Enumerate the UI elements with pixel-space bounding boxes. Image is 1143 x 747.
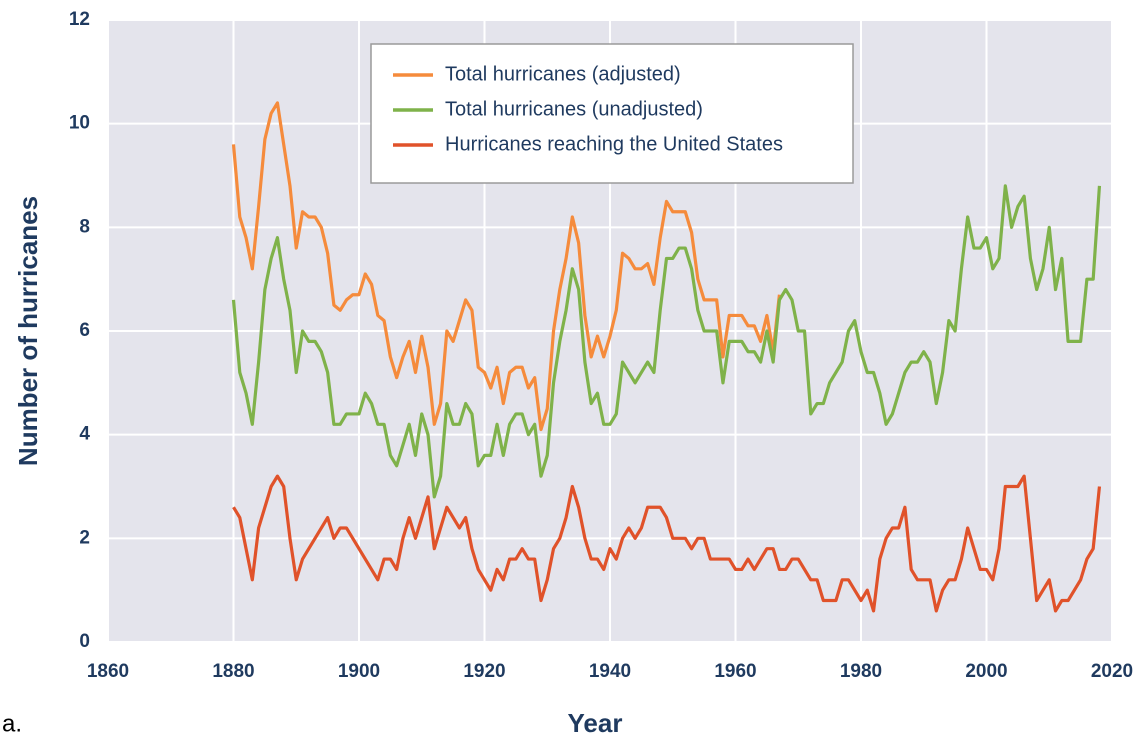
x-tick-label: 1980 <box>840 661 882 682</box>
y-axis-title: Number of hurricanes <box>13 196 43 466</box>
legend-label: Total hurricanes (unadjusted) <box>445 98 703 120</box>
x-tick-label: 2000 <box>965 661 1007 682</box>
y-tick-label: 8 <box>79 216 90 237</box>
x-tick-label: 1860 <box>87 661 129 682</box>
x-tick-label: 1960 <box>714 661 756 682</box>
y-tick-label: 2 <box>79 527 90 548</box>
y-tick-label: 4 <box>79 424 90 445</box>
x-axis-title: Year <box>568 708 623 738</box>
series-line <box>231 101 782 432</box>
y-tick-label: 0 <box>79 631 90 652</box>
legend: Total hurricanes (adjusted) Total hurrica… <box>370 43 854 184</box>
y-tick-label: 10 <box>69 113 90 134</box>
x-tick-label: 1920 <box>463 661 505 682</box>
series-line <box>232 474 1102 613</box>
y-tick-label: 12 <box>69 9 90 30</box>
x-tick-label: 2020 <box>1091 661 1133 682</box>
legend-box <box>370 43 854 184</box>
x-tick-label: 1900 <box>338 661 380 682</box>
x-tick-label: 1940 <box>589 661 631 682</box>
series-line <box>231 184 1102 499</box>
legend-label: Hurricanes reaching the United States <box>445 133 783 155</box>
legend-label: Total hurricanes (adjusted) <box>445 63 681 85</box>
y-tick-label: 6 <box>79 320 90 341</box>
x-tick-label: 1880 <box>212 661 254 682</box>
panel-label: a. <box>2 710 22 737</box>
